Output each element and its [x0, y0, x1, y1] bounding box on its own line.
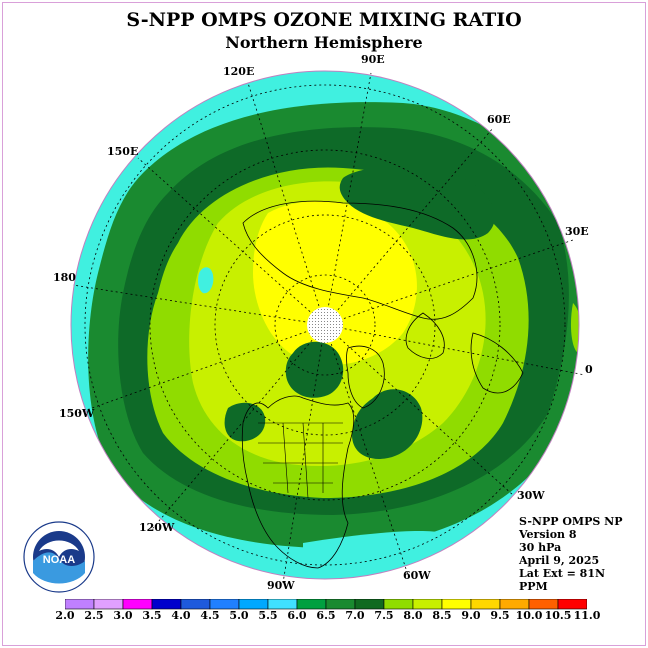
info-product: S-NPP OMPS NP [519, 515, 623, 528]
colorbar-segment [325, 599, 356, 610]
lon-label-120e: 120E [223, 65, 255, 78]
ozone-field [71, 71, 579, 579]
ozone-low-lobe-atlantic [352, 389, 423, 459]
colorbar-segment [122, 599, 153, 610]
colorbar-segment [151, 599, 182, 610]
info-version: Version 8 [519, 528, 577, 541]
coast-north-america [241, 395, 355, 569]
colorbar-segment [499, 599, 530, 610]
colorbar-segment [93, 599, 124, 610]
colorbar-segment [209, 599, 240, 610]
lon-label-90w: 90W [267, 579, 295, 592]
colorbar-segment [557, 599, 587, 610]
colorbar-labels: 2.0 2.5 3.0 3.5 4.0 4.5 5.0 5.5 6.0 6.5 7.0 7.5 8.0 8… [3, 609, 645, 623]
colorbar-segment [354, 599, 385, 610]
colorbar-label: 8.5 [432, 609, 452, 622]
info-level: 30 hPa [519, 541, 562, 554]
colorbar-label: 10.5 [544, 609, 572, 622]
colorbar-label: 2.5 [84, 609, 104, 622]
colorbar-label: 7.5 [374, 609, 394, 622]
ozone-band-75-east-edge [570, 303, 579, 353]
colorbar-segment [528, 599, 559, 610]
colorbar-segment [65, 599, 95, 610]
colorbar-segment [180, 599, 211, 610]
colorbar-segment [412, 599, 443, 610]
map-title: S-NPP OMPS OZONE MIXING RATIO [126, 9, 522, 31]
ozone-low-lobe-east [339, 166, 495, 240]
lon-label-0: 0 [585, 363, 593, 376]
colorbar-label: 2.0 [55, 609, 75, 622]
lon-label-60e: 60E [487, 113, 511, 126]
colorbar-segment [441, 599, 472, 610]
colorbar-label: 6.5 [316, 609, 336, 622]
colorbar-label: 10.0 [515, 609, 543, 622]
map-subtitle: Northern Hemisphere [225, 33, 423, 52]
graticule [72, 72, 586, 584]
coast-europe [405, 312, 445, 359]
info-units: PPM [519, 580, 548, 593]
colorbar-label: 5.0 [229, 609, 249, 622]
colorbar [65, 599, 587, 610]
colorbar-label: 6.0 [287, 609, 307, 622]
colorbar-label: 3.0 [113, 609, 133, 622]
map-boundary [70, 70, 580, 580]
lon-label-90e: 90E [361, 53, 385, 66]
logo-text: NOAA [43, 554, 75, 566]
coast-greenland [346, 345, 385, 409]
lon-label-30w: 30W [517, 489, 545, 502]
colorbar-label: 9.5 [490, 609, 510, 622]
ozone-low-lobe-pacific [224, 402, 266, 442]
lon-label-150e: 150E [107, 145, 139, 158]
colorbar-label: 9.0 [461, 609, 481, 622]
noaa-logo-icon: NOAA [23, 521, 95, 593]
colorbar-segment [238, 599, 269, 610]
colorbar-label: 11.0 [573, 609, 601, 622]
coast-africa [470, 332, 524, 394]
colorbar-segment [296, 599, 327, 610]
ozone-band-85 [253, 201, 417, 365]
colorbar-segment [267, 599, 298, 610]
colorbar-segment [383, 599, 414, 610]
info-lat-ext: Lat Ext = 81N [519, 567, 606, 580]
colorbar-label: 7.0 [345, 609, 365, 622]
lon-label-60w: 60W [403, 569, 431, 582]
info-date: April 9, 2025 [519, 554, 600, 567]
polar-map [70, 70, 586, 584]
colorbar-label: 8.0 [403, 609, 423, 622]
lon-label-150w: 150W [59, 407, 95, 420]
colorbar-label: 5.5 [258, 609, 278, 622]
colorbar-segment [470, 599, 501, 610]
ozone-band-6-island [198, 267, 214, 294]
lon-label-180: 180 [53, 271, 76, 284]
ozone-band-6-south [303, 531, 443, 579]
product-info: S-NPP OMPS NP Version 8 30 hPa April 9, … [519, 515, 622, 593]
coastlines [241, 200, 524, 569]
ozone-low-lobe-hudson [285, 341, 344, 398]
lon-label-120w: 120W [139, 521, 175, 534]
colorbar-label: 4.5 [200, 609, 220, 622]
colorbar-label: 3.5 [142, 609, 162, 622]
lon-label-30e: 30E [565, 225, 589, 238]
coast-us-states [258, 422, 343, 499]
coast-eurasia [242, 200, 478, 320]
pole-dots [307, 307, 343, 343]
colorbar-label: 4.0 [171, 609, 191, 622]
